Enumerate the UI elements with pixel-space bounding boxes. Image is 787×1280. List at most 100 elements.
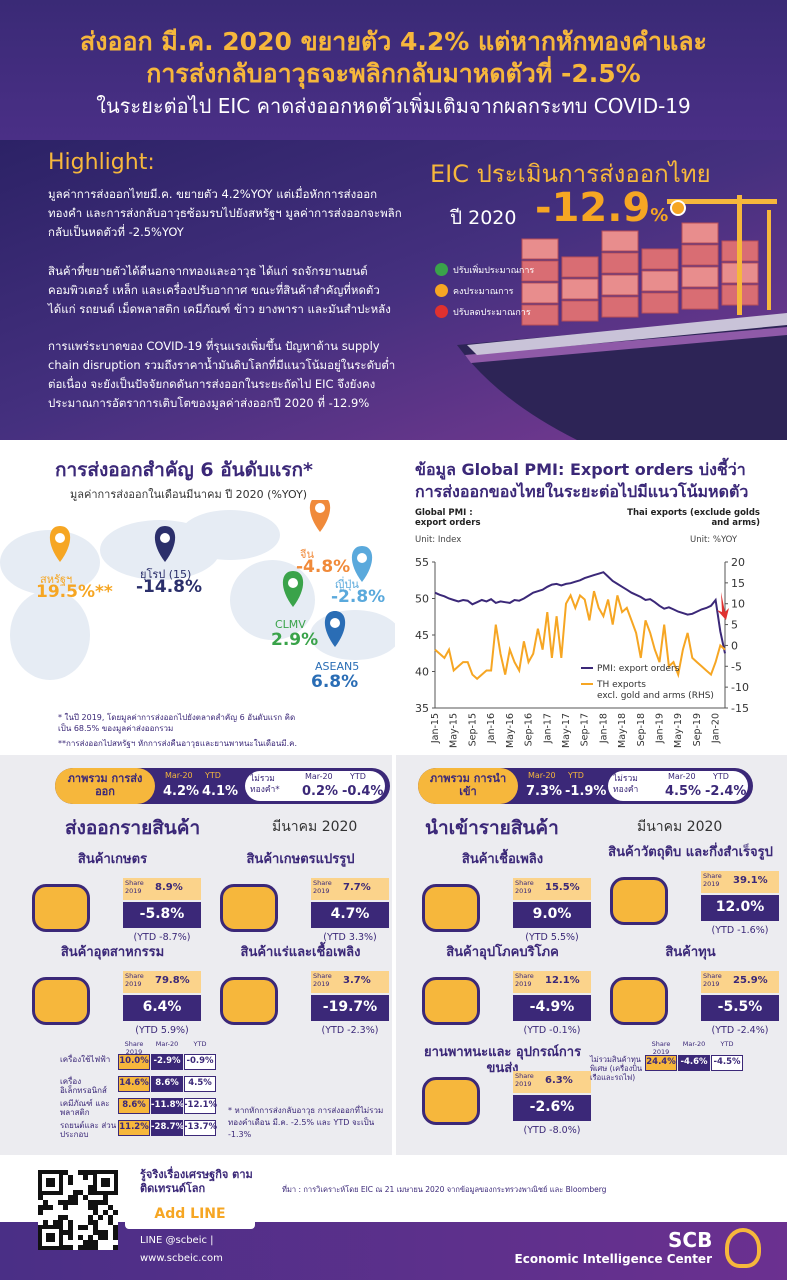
overview-header: YTD — [350, 772, 366, 781]
qr-cell — [83, 1175, 88, 1180]
overview-header: YTD — [205, 771, 221, 780]
overview-ex-value: 4.5% — [665, 784, 702, 799]
card-title: สินค้าทุน — [665, 945, 716, 960]
ytd-value: (YTD -2.4%) — [711, 1025, 769, 1036]
mar-box — [513, 902, 591, 928]
legend-label: ปรับเพิ่มประมาณการ — [453, 266, 535, 276]
x-tick-label: May-18 — [617, 713, 628, 748]
qr-cell — [88, 1200, 93, 1205]
overview-header: YTD — [568, 771, 584, 780]
x-tick-label: Sep-16 — [524, 713, 535, 746]
share-value: 25.9% — [733, 975, 768, 986]
qr-cell — [103, 1210, 108, 1215]
y-tick-label: 45 — [415, 629, 429, 642]
map-pin-hole — [357, 553, 367, 563]
card-title: สินค้าอุปโภคบริโภค — [446, 945, 559, 960]
mar-value: 12.0% — [715, 899, 765, 915]
share-label: Share 2019 — [703, 972, 722, 988]
qr-cell — [83, 1245, 88, 1250]
crane — [737, 195, 742, 315]
qr-cell — [108, 1215, 113, 1220]
card-title: สินค้าเกษตรแปรรูป — [246, 852, 355, 867]
market-value: -2.8% — [331, 587, 386, 607]
assessment-unit: % — [650, 205, 669, 226]
container — [561, 278, 599, 300]
market-name: จีน — [300, 548, 314, 561]
y2-tick-label: 5 — [731, 619, 738, 632]
share-label: Share 2019 — [125, 972, 144, 988]
market-name: ญี่ปุ่น — [335, 578, 359, 591]
y-tick-label: 40 — [415, 666, 429, 679]
table-cell: 11.2% — [119, 1122, 149, 1132]
table-header: Mar-20 — [155, 1040, 179, 1048]
qr-cell — [68, 1230, 73, 1235]
qr-cell — [68, 1245, 73, 1250]
table-cell: -28.7% — [151, 1122, 185, 1132]
share-box — [513, 971, 591, 993]
share-value: 39.1% — [733, 875, 768, 886]
map-pin — [309, 500, 331, 532]
top6-title: การส่งออกสำคัญ 6 อันดับแรก* — [55, 459, 313, 481]
x-tick-label: Sep-17 — [580, 713, 591, 746]
qr-cell — [113, 1210, 118, 1215]
mar-box — [123, 995, 201, 1021]
overview-header: Mar-20 — [528, 771, 556, 780]
market-value: 6.8% — [311, 672, 359, 692]
footer-brand-sub: Economic Intelligence Center — [514, 1252, 712, 1266]
card-title: สินค้าเชื้อเพลิง — [461, 852, 544, 867]
share-box — [123, 971, 201, 993]
qr-cell — [88, 1235, 93, 1240]
qr-cell — [63, 1230, 68, 1235]
table-cell: -12.1% — [184, 1100, 218, 1110]
share-value: 15.5% — [545, 882, 580, 893]
qr-cell — [43, 1220, 48, 1225]
overview-header: Mar-20 — [165, 771, 193, 780]
mar-box — [701, 895, 779, 921]
x-tick-label: Jan-19 — [655, 713, 666, 744]
share-value: 3.7% — [343, 975, 371, 986]
table-cell: 24.4% — [646, 1057, 676, 1067]
add-line: Add LINE — [154, 1206, 226, 1222]
table-header: Mar-20 — [682, 1040, 706, 1048]
qr-cell — [88, 1215, 93, 1220]
qr-cell — [98, 1215, 103, 1220]
y2-tick-label: -10 — [731, 681, 749, 694]
overview-ex-value: -2.4% — [705, 784, 747, 799]
card-icon — [422, 977, 480, 1025]
y2-tick-label: 0 — [731, 639, 738, 652]
y-tick-label: 55 — [415, 556, 429, 569]
assessment-title: EIC ประเมินการส่งออกไทย — [430, 160, 711, 188]
qr-cell — [88, 1170, 93, 1175]
table-cell-bg — [151, 1098, 183, 1114]
table-row-label: เครื่องใช้ไฟฟ้า — [60, 1055, 111, 1064]
container — [601, 274, 639, 296]
land — [0, 530, 100, 595]
highlight-paragraph: การแพร่ระบาดของ COVID-19 ที่รุนแรงเพิ่มข… — [48, 339, 396, 410]
legend-note: excl. gold and arms (RHS) — [597, 691, 714, 701]
qr-cell — [113, 1225, 118, 1230]
share-value: 8.9% — [155, 882, 183, 893]
crane-arm — [667, 199, 777, 204]
qr-cell — [48, 1205, 53, 1210]
table-header: Share 2019 — [651, 1040, 671, 1056]
highlight-title: Highlight: — [48, 150, 155, 175]
section-title: ส่งออกรายสินค้า — [65, 817, 201, 839]
qr-cell — [93, 1200, 98, 1205]
qr-cell — [73, 1190, 78, 1195]
mar-value: 4.7% — [330, 906, 370, 922]
map-pin — [154, 526, 176, 562]
share-value: 7.7% — [343, 882, 371, 893]
qr-cell — [63, 1215, 68, 1220]
land — [10, 590, 90, 680]
container — [641, 292, 679, 314]
ytd-value: (YTD -2.3%) — [321, 1025, 379, 1036]
container — [521, 238, 559, 260]
qr-cell — [58, 1220, 63, 1225]
title-line: ส่งออก มี.ค. 2020 ขยายตัว 4.2% แต่หากหัก… — [80, 27, 707, 56]
y2-tick-label: -15 — [731, 702, 749, 715]
title-line: การส่งกลับอาวุธจะพลิกกลับมาหดตัวที่ -2.5… — [146, 59, 641, 88]
qr-cell — [88, 1190, 93, 1195]
table-cell-bg — [184, 1054, 216, 1070]
mar-box — [513, 1095, 591, 1121]
footnote: * หากหักการส่งกลับอาวุธ การส่งออกที่ไม่ร… — [228, 1106, 384, 1139]
